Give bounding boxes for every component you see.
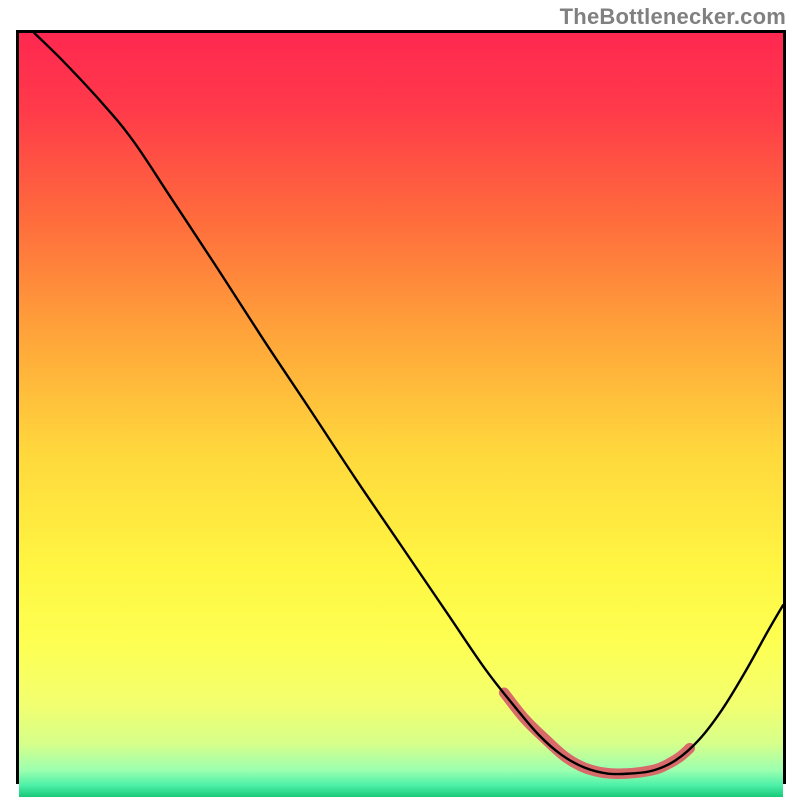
- main-curve: [34, 33, 783, 774]
- valley-marker-path: [504, 693, 690, 774]
- plot-frame: [16, 30, 786, 784]
- attribution-label: TheBottlenecker.com: [560, 4, 786, 30]
- chart-svg: [19, 33, 783, 781]
- chart-container: TheBottlenecker.com: [0, 0, 800, 800]
